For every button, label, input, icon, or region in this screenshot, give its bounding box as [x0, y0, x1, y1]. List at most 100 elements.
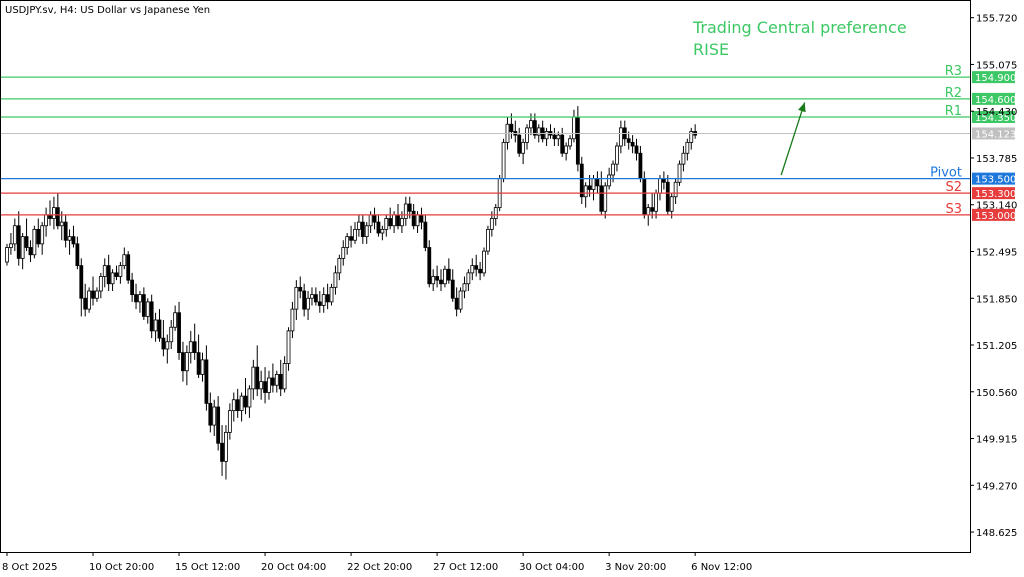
- y-tick-label: 155.720: [976, 14, 1017, 25]
- candle-body: [321, 294, 326, 306]
- candle: [106, 254, 111, 291]
- candle-body: [44, 214, 48, 227]
- candle: [313, 287, 318, 306]
- candle-body: [36, 228, 41, 245]
- candle: [446, 258, 451, 284]
- candle-body: [5, 247, 9, 263]
- candle: [435, 265, 440, 288]
- candle-body: [52, 207, 56, 219]
- candle: [583, 182, 588, 208]
- candle-body: [282, 363, 287, 390]
- candle-body: [611, 163, 615, 176]
- candle-body: [290, 308, 295, 332]
- candle-body: [532, 120, 537, 136]
- candle: [384, 214, 389, 237]
- candle-body: [517, 134, 522, 154]
- candle: [102, 258, 107, 288]
- candle-body: [529, 120, 533, 129]
- candle-body: [677, 163, 682, 183]
- candle-body: [149, 301, 154, 332]
- candle: [149, 294, 154, 339]
- level-name: R2: [945, 86, 962, 101]
- candle: [177, 301, 181, 360]
- candle-body: [658, 178, 662, 194]
- candle: [231, 392, 236, 422]
- candle-body: [595, 178, 600, 187]
- candle: [24, 218, 29, 252]
- candle: [341, 240, 346, 266]
- candle: [71, 225, 76, 248]
- candle: [673, 178, 678, 204]
- candle: [345, 233, 350, 255]
- y-tick-label: 149.915: [976, 435, 1017, 446]
- y-tick-label: 151.850: [976, 294, 1017, 305]
- price-tag: [972, 187, 1015, 200]
- arrow-shaft: [780, 102, 806, 176]
- levels-group: 154.123 R3 154.900 R2 154.600 R1 154.350 Pivot 1…: [1, 64, 1016, 222]
- candle: [200, 352, 205, 382]
- candle-body: [75, 243, 80, 267]
- candle: [67, 229, 72, 255]
- candle: [286, 327, 291, 371]
- candle-body: [486, 228, 490, 252]
- candle-body: [298, 286, 303, 292]
- candle-body: [384, 218, 389, 230]
- candle: [458, 287, 463, 313]
- candle-body: [122, 254, 127, 267]
- candle: [192, 323, 197, 360]
- candle: [439, 269, 443, 291]
- candle: [403, 196, 408, 226]
- x-axis: 8 Oct 2025 10 Oct 20:00 15 Oct 12:00 20 Oct…: [2, 552, 752, 573]
- candle-body: [270, 377, 275, 386]
- candle: [98, 272, 103, 299]
- candle-body: [634, 145, 639, 154]
- candle-body: [564, 145, 569, 154]
- candle-body: [466, 272, 471, 285]
- price-tag: [972, 92, 1015, 105]
- candle: [259, 370, 264, 400]
- candle: [130, 272, 135, 302]
- x-tick-label: 22 Oct 20:00: [347, 562, 412, 573]
- price-tag-label: 153.500: [975, 175, 1016, 186]
- candle: [79, 258, 84, 317]
- candle-body: [274, 373, 279, 386]
- candle: [255, 345, 260, 397]
- candle-body: [173, 312, 178, 328]
- y-tick-label: 152.495: [976, 247, 1017, 258]
- candle-body: [9, 243, 13, 248]
- price-tag: [972, 111, 1015, 123]
- candle-body: [407, 203, 412, 212]
- candle-body: [192, 341, 197, 354]
- candle: [427, 240, 432, 288]
- candle-body: [204, 359, 209, 404]
- candle: [454, 287, 459, 317]
- candle-body: [525, 127, 529, 143]
- level-pivot: Pivot 153.500: [1, 166, 1016, 186]
- candle-body: [638, 152, 643, 180]
- candle-body: [153, 319, 158, 332]
- candle: [5, 243, 9, 266]
- candle-body: [24, 236, 29, 248]
- candle-body: [654, 192, 658, 212]
- candle-body: [501, 141, 506, 180]
- candle: [618, 120, 623, 154]
- candle: [650, 193, 655, 219]
- candle-body: [302, 290, 307, 310]
- x-tick-label: 6 Nov 12:00: [691, 562, 752, 573]
- candle: [615, 142, 619, 172]
- candle-body: [212, 406, 217, 426]
- candle: [665, 175, 670, 215]
- candle-body: [435, 276, 440, 281]
- candle-body: [134, 294, 138, 303]
- candle: [525, 124, 529, 150]
- current-price-line: 154.123: [1, 127, 1016, 140]
- candle: [626, 131, 631, 150]
- candle: [55, 193, 60, 230]
- candle-body: [63, 221, 68, 241]
- candle: [388, 207, 393, 230]
- candle: [685, 138, 690, 161]
- candle: [114, 265, 119, 281]
- preference-title: Trading Central preference: [692, 18, 907, 37]
- candle-body: [607, 174, 612, 187]
- candle-body: [650, 207, 655, 212]
